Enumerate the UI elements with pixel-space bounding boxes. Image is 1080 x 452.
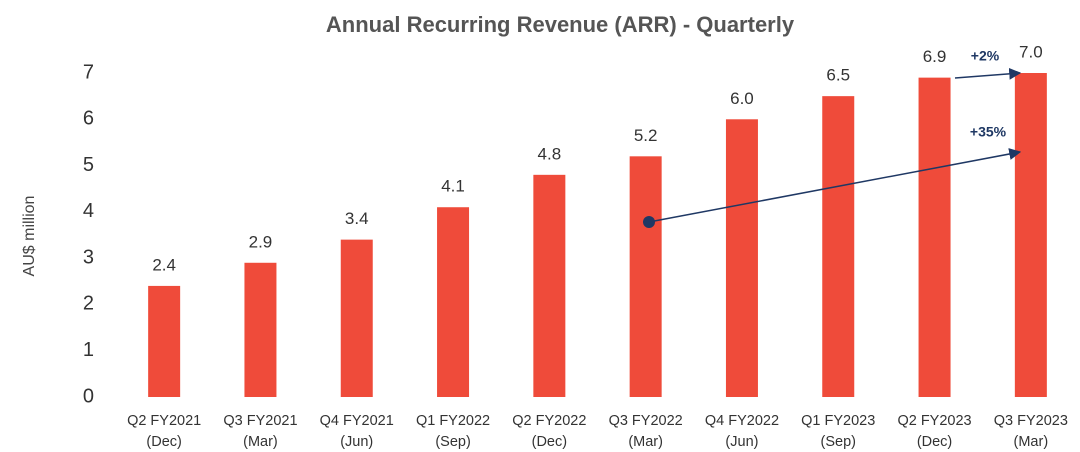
y-tick-label: 6 xyxy=(83,108,94,130)
value-label: 3.4 xyxy=(345,209,369,228)
x-tick-label: (Jun) xyxy=(725,434,758,450)
bar xyxy=(244,262,277,397)
value-label: 2.9 xyxy=(249,232,273,251)
x-tick-label: Q4 FY2022 xyxy=(705,413,779,429)
x-tick-label: Q3 FY2022 xyxy=(609,413,683,429)
x-tick-label: Q3 FY2023 xyxy=(994,413,1068,429)
y-tick-label: 5 xyxy=(83,154,94,176)
x-tick-label: (Mar) xyxy=(1014,434,1049,450)
bar xyxy=(148,285,181,397)
bar xyxy=(340,239,373,397)
annotation: +35% xyxy=(970,124,1007,140)
y-tick-label: 1 xyxy=(83,339,94,361)
value-label: 7.0 xyxy=(1019,42,1043,61)
y-tick-label: 7 xyxy=(83,61,94,83)
x-tick-label: Q1 FY2022 xyxy=(416,413,490,429)
bar xyxy=(437,207,470,397)
value-label: 2.4 xyxy=(152,255,176,274)
bar xyxy=(918,77,951,397)
x-tick-label: (Dec) xyxy=(146,434,181,450)
bar xyxy=(725,119,758,398)
x-tick-label: (Mar) xyxy=(243,434,278,450)
y-tick-label: 2 xyxy=(83,293,94,315)
value-label: 6.9 xyxy=(923,47,947,66)
x-tick-label: Q2 FY2023 xyxy=(897,413,971,429)
bar xyxy=(533,174,566,397)
bar xyxy=(629,156,662,397)
value-label: 6.5 xyxy=(826,66,850,85)
annotation: +2% xyxy=(971,48,1000,64)
y-axis-label: AU$ million xyxy=(21,196,38,277)
value-label: 6.0 xyxy=(730,89,754,108)
x-tick-label: Q2 FY2022 xyxy=(512,413,586,429)
x-tick-label: Q4 FY2021 xyxy=(320,413,394,429)
x-tick-label: Q1 FY2023 xyxy=(801,413,875,429)
annotation-dot xyxy=(643,216,655,228)
annotation-arrow xyxy=(954,67,1022,80)
bar xyxy=(822,96,855,398)
x-tick-label: (Dec) xyxy=(532,434,567,450)
x-tick-label: Q3 FY2021 xyxy=(223,413,297,429)
y-tick-label: 3 xyxy=(83,246,94,268)
x-tick-label: (Sep) xyxy=(435,434,470,450)
value-label: 5.2 xyxy=(634,126,658,145)
value-label: 4.8 xyxy=(538,144,562,163)
x-tick-label: (Jun) xyxy=(340,434,373,450)
x-tick-label: (Dec) xyxy=(917,434,952,450)
x-tick-label: (Mar) xyxy=(628,434,663,450)
bar xyxy=(1014,73,1047,397)
x-tick-label: (Sep) xyxy=(821,434,856,450)
value-label: 4.1 xyxy=(441,177,465,196)
annotation-arrow xyxy=(648,148,1022,223)
x-tick-label: Q2 FY2021 xyxy=(127,413,201,429)
y-tick-label: 0 xyxy=(83,385,94,407)
y-tick-label: 4 xyxy=(83,200,94,222)
chart-title: Annual Recurring Revenue (ARR) - Quarter… xyxy=(326,12,795,37)
